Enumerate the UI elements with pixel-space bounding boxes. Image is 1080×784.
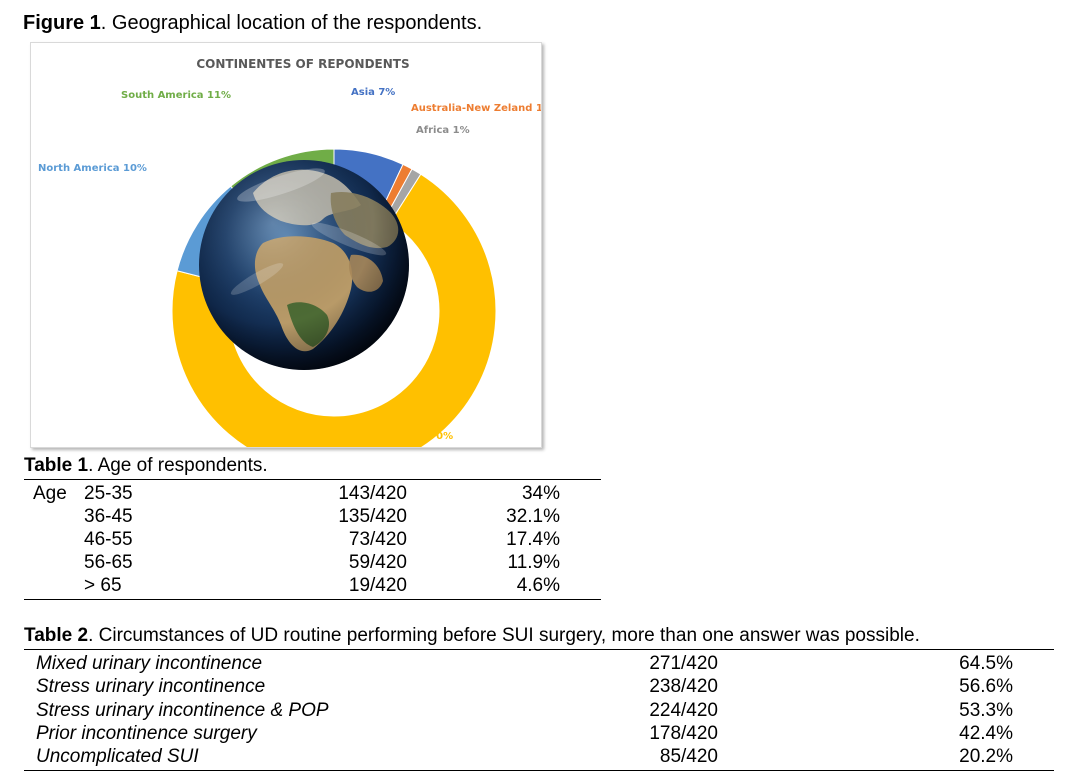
- circumstance: Mixed urinary incontinence: [36, 653, 263, 674]
- circumstance: Uncomplicated SUI: [36, 746, 199, 767]
- circumstance: Stress urinary incontinence: [36, 676, 266, 697]
- table1-caption-text: . Age of respondents.: [88, 455, 268, 476]
- table1-row-header: Age: [33, 483, 67, 504]
- figure-label: Figure 1: [23, 12, 101, 34]
- age-group: 56-65: [84, 552, 133, 573]
- slice-label-asia: Asia 7%: [351, 87, 395, 98]
- age-count: 59/420: [348, 552, 407, 573]
- age-group: > 65: [84, 575, 122, 596]
- table1-label: Table 1: [24, 455, 89, 476]
- circumstance-percent: 53.3%: [959, 700, 1013, 721]
- slice-label-africa: Africa 1%: [416, 125, 470, 136]
- age-group: 46-55: [84, 529, 133, 550]
- circumstance: Prior incontinence surgery: [36, 723, 257, 744]
- age-group: 36-45: [84, 506, 133, 527]
- circumstance-count: 271/420: [649, 653, 718, 674]
- table1-caption: Table 1. Age of respondents.: [24, 455, 268, 477]
- table2-caption: Table 2. Circumstances of UD routine per…: [24, 625, 920, 647]
- figure-caption-text: . Geographical location of the responden…: [100, 12, 483, 34]
- age-percent: 32.1%: [506, 506, 560, 527]
- circumstance-count: 178/420: [649, 723, 718, 744]
- circumstance-percent: 64.5%: [959, 653, 1013, 674]
- donut-chart: CONTINENTES OF REPONDENTS Asia 7% Austral…: [38, 57, 541, 447]
- chart-title: CONTINENTES OF REPONDENTS: [196, 57, 409, 71]
- slice-label-australia-new-zeland: Australia-New Zeland 1%: [411, 103, 541, 114]
- table2-top-rule: [24, 649, 1054, 650]
- circumstance-percent: 20.2%: [959, 746, 1013, 767]
- slice-label-south-america: South America 11%: [121, 90, 231, 101]
- chart-panel: CONTINENTES OF REPONDENTS Asia 7% Austral…: [30, 42, 542, 448]
- table1-top-rule: [24, 479, 601, 480]
- table2-label: Table 2: [24, 625, 89, 646]
- earth-globe-image: [199, 160, 409, 370]
- circumstance-count: 85/420: [659, 746, 718, 767]
- age-percent: 4.6%: [516, 575, 560, 596]
- slice-label-europe: Europe 70%: [386, 431, 453, 442]
- age-percent: 11.9%: [507, 552, 560, 573]
- circumstance-count: 224/420: [649, 700, 718, 721]
- circumstance-percent: 42.4%: [959, 723, 1013, 744]
- age-percent: 34%: [521, 483, 560, 504]
- table2-caption-text: . Circumstances of UD routine performing…: [88, 625, 920, 646]
- circumstance-percent: 56.6%: [959, 676, 1013, 697]
- table2-bottom-rule: [24, 770, 1054, 771]
- circumstance: Stress urinary incontinence & POP: [36, 700, 329, 721]
- table1-bottom-rule: [24, 599, 601, 600]
- age-count: 143/420: [338, 483, 407, 504]
- circumstance-count: 238/420: [649, 676, 718, 697]
- pie-slice-europe: [171, 173, 497, 447]
- age-group: 25-35: [84, 483, 133, 504]
- age-count: 135/420: [338, 506, 407, 527]
- age-percent: 17.4%: [506, 529, 560, 550]
- age-count: 19/420: [348, 575, 407, 596]
- slice-labels: Asia 7% Australia-New Zeland 1% Africa 1% E…: [38, 87, 541, 442]
- figure-caption: Figure 1. Geographical location of the r…: [23, 12, 482, 35]
- age-count: 73/420: [348, 529, 407, 550]
- slice-label-north-america: North America 10%: [38, 163, 147, 174]
